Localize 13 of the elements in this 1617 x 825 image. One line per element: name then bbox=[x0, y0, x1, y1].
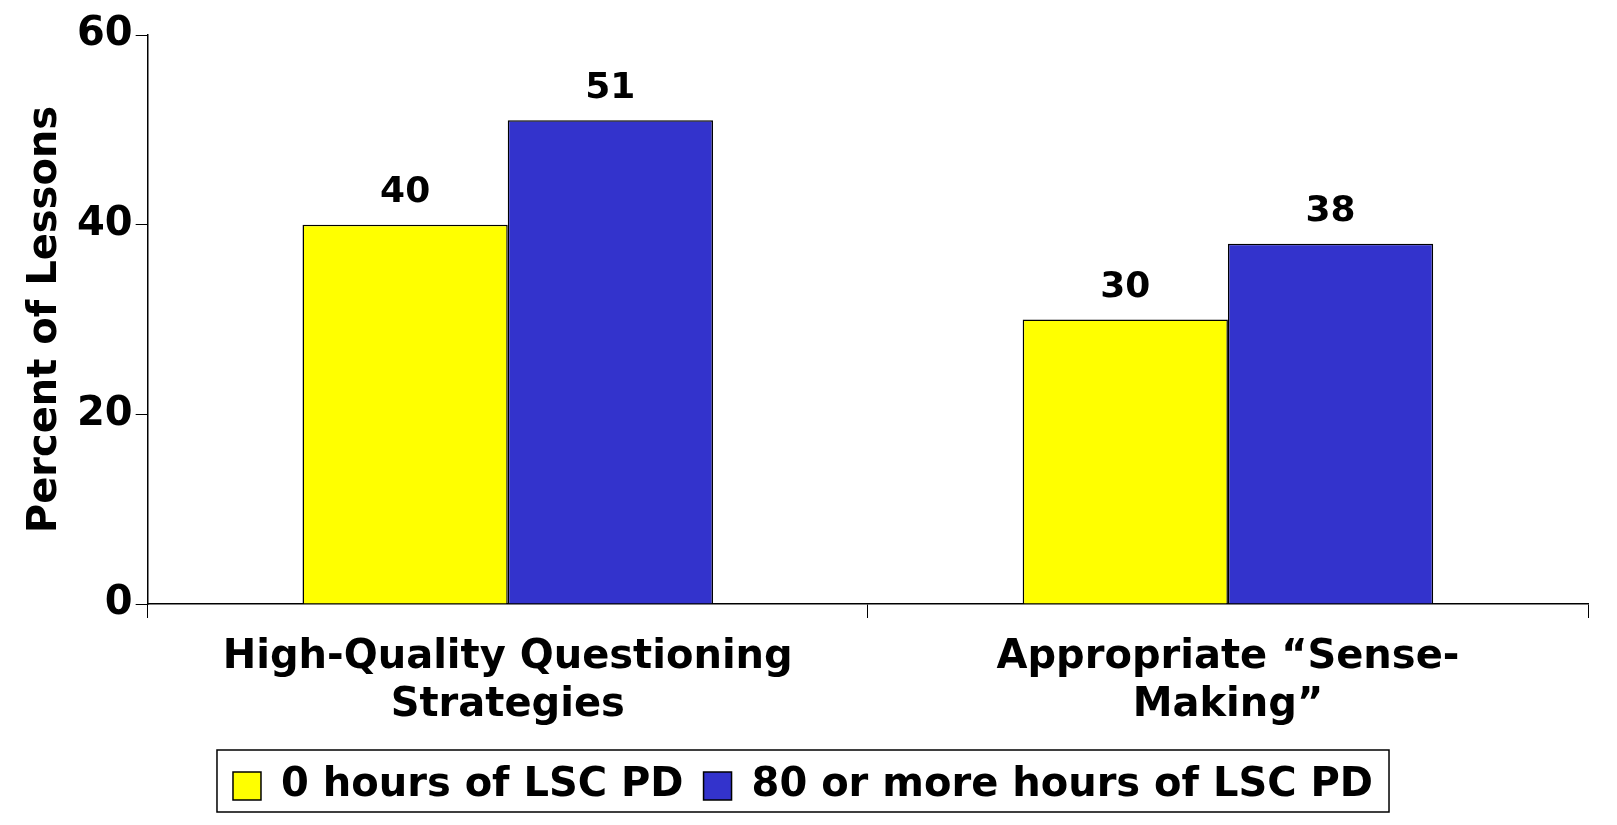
legend-label: 0 hours of LSC PD bbox=[280, 759, 684, 806]
x-tick-label: High-Quality Questioning Strategies bbox=[222, 631, 793, 726]
y-tick-label: 60 bbox=[76, 8, 133, 55]
y-tick-label: 20 bbox=[76, 387, 133, 434]
data-label: 51 bbox=[585, 64, 636, 106]
y-axis-title: Percent of Lessons bbox=[19, 105, 66, 534]
x-tick-label: Appropriate “Sense-Making” bbox=[996, 631, 1460, 726]
data-label: 40 bbox=[380, 169, 431, 211]
y-tick-label: 0 bbox=[104, 577, 133, 624]
y-tick-label: 40 bbox=[76, 198, 133, 245]
data-label: 30 bbox=[1100, 263, 1151, 305]
data-label: 38 bbox=[1305, 187, 1356, 229]
legend-label: 80 or more hours of LSC PD bbox=[751, 759, 1374, 806]
